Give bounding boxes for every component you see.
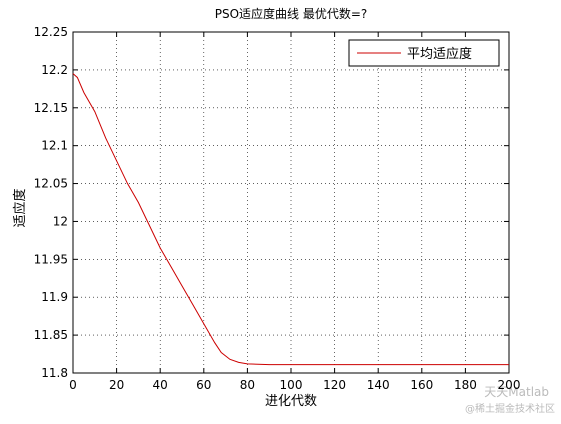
x-tick-label: 180 (454, 378, 477, 392)
y-tick-label: 11.95 (34, 252, 68, 266)
y-tick-label: 11.8 (41, 366, 68, 380)
data-line (72, 73, 509, 366)
y-tick-label: 12 (53, 214, 68, 228)
y-axis-label: 适应度 (12, 188, 28, 227)
y-tick-label: 12.25 (34, 25, 68, 39)
x-tick-label: 160 (410, 378, 433, 392)
y-tick-label: 12.05 (34, 177, 68, 191)
x-tick-label: 100 (280, 378, 303, 392)
y-tick-label: 12.15 (34, 101, 68, 115)
x-tick-label: 80 (240, 378, 255, 392)
legend-label: 平均适应度 (407, 46, 472, 62)
x-tick-label: 40 (153, 378, 168, 392)
x-tick-label: 200 (498, 378, 521, 392)
x-tick-label: 60 (196, 378, 211, 392)
chart-title: PSO适应度曲线 最优代数=? (215, 6, 368, 21)
y-tick-label: 11.85 (34, 328, 68, 342)
watermark: 天天Matlab (484, 385, 549, 399)
y-tick-label: 12.2 (41, 63, 68, 77)
x-tick-label: 0 (69, 378, 77, 392)
x-tick-label: 120 (323, 378, 346, 392)
x-axis-label: 进化代数 (265, 394, 317, 409)
plot-frame (72, 31, 510, 374)
y-tick-label: 12.1 (41, 139, 68, 153)
x-tick-label: 20 (109, 378, 124, 392)
x-tick-label: 140 (367, 378, 390, 392)
y-tick-label: 11.9 (41, 290, 68, 304)
watermark: @稀土掘金技术社区 (465, 402, 555, 415)
